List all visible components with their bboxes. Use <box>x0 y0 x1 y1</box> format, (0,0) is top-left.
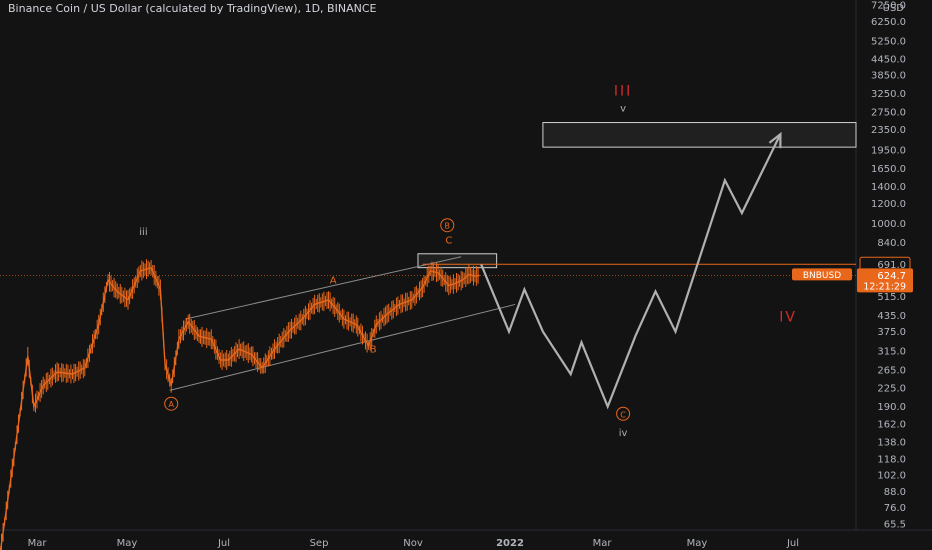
y-tick-label: 1650.0 <box>871 164 906 175</box>
current-price-label: 624.7 <box>877 271 906 282</box>
y-tick-label: 138.0 <box>877 437 906 448</box>
channel-line-1[interactable] <box>169 303 516 391</box>
x-tick-label: May <box>687 538 708 549</box>
wave-label-iv: IV <box>779 310 797 326</box>
y-tick-label: 2750.0 <box>871 108 906 119</box>
y-tick-label: 2350.0 <box>871 125 906 136</box>
x-tick-label: Mar <box>593 538 613 549</box>
y-tick-label: 225.0 <box>877 383 906 394</box>
y-tick-label: 840.0 <box>877 238 906 249</box>
wave-label-iii: iii <box>139 227 147 238</box>
wave-label-a: A <box>330 275 337 286</box>
symbol-badge[interactable] <box>792 268 852 281</box>
y-tick-label: 1400.0 <box>871 182 906 193</box>
y-tick-label: 3250.0 <box>871 89 906 100</box>
y-tick-label: 65.5 <box>884 519 906 530</box>
y-tick-label: 76.0 <box>884 503 906 514</box>
wave-label-v: v <box>620 104 626 115</box>
current-price-badge <box>857 268 913 293</box>
level-price-label: 691.0 <box>877 260 906 271</box>
y-tick-label: 6250.0 <box>871 17 906 28</box>
currency-label: USD <box>883 3 905 14</box>
countdown-label: 12:21:29 <box>863 281 906 292</box>
wave-label-circle <box>440 218 455 233</box>
projection-arrow-head <box>768 131 782 149</box>
x-tick-label: Mar <box>28 538 48 549</box>
y-tick-label: 162.0 <box>877 420 906 431</box>
wave-label-iv: iv <box>619 428 628 439</box>
y-tick-label: 3850.0 <box>871 70 906 81</box>
y-tick-label: 190.0 <box>877 402 906 413</box>
y-tick-label: 315.0 <box>877 346 906 357</box>
wave-label-a: A <box>168 400 174 409</box>
y-tick-label: 375.0 <box>877 327 906 338</box>
y-tick-label: 515.0 <box>877 292 906 303</box>
channel-line-2[interactable] <box>184 256 462 320</box>
y-tick-label: 118.0 <box>877 455 906 466</box>
wave-label-iii: III <box>614 83 632 99</box>
wave-label-b: B <box>445 222 451 231</box>
y-tick-label: 1000.0 <box>871 219 906 230</box>
target-zone-2[interactable] <box>542 122 857 148</box>
y-tick-label: 5250.0 <box>871 36 906 47</box>
y-tick-label: 4450.0 <box>871 54 906 65</box>
wave-label-c: C <box>445 236 452 247</box>
wave-label-circle <box>616 406 631 421</box>
target-zone-1[interactable] <box>417 253 498 269</box>
projection-path[interactable] <box>480 133 782 410</box>
y-tick-label: 435.0 <box>877 311 906 322</box>
x-tick-label: 2022 <box>496 538 524 549</box>
wave-label-c: C <box>620 410 626 419</box>
x-tick-label: May <box>117 538 138 549</box>
y-tick-label: 265.0 <box>877 365 906 376</box>
x-tick-label: Jul <box>217 538 230 549</box>
price-series-line[interactable] <box>0 266 480 550</box>
symbol-badge-label: BNBUSD <box>803 271 841 281</box>
chart-title: Binance Coin / US Dollar (calculated by … <box>8 2 377 15</box>
y-tick-label: 7250.0 <box>871 1 906 12</box>
wave-label-b: B <box>370 345 377 356</box>
x-tick-label: Jul <box>786 538 799 549</box>
y-tick-label: 88.0 <box>884 487 906 498</box>
x-tick-label: Sep <box>310 538 329 549</box>
y-tick-label: 1200.0 <box>871 199 906 210</box>
y-tick-label: 102.0 <box>877 471 906 482</box>
wave-label-circle <box>164 396 179 411</box>
y-tick-label: 1950.0 <box>871 145 906 156</box>
x-tick-label: Nov <box>403 538 423 549</box>
